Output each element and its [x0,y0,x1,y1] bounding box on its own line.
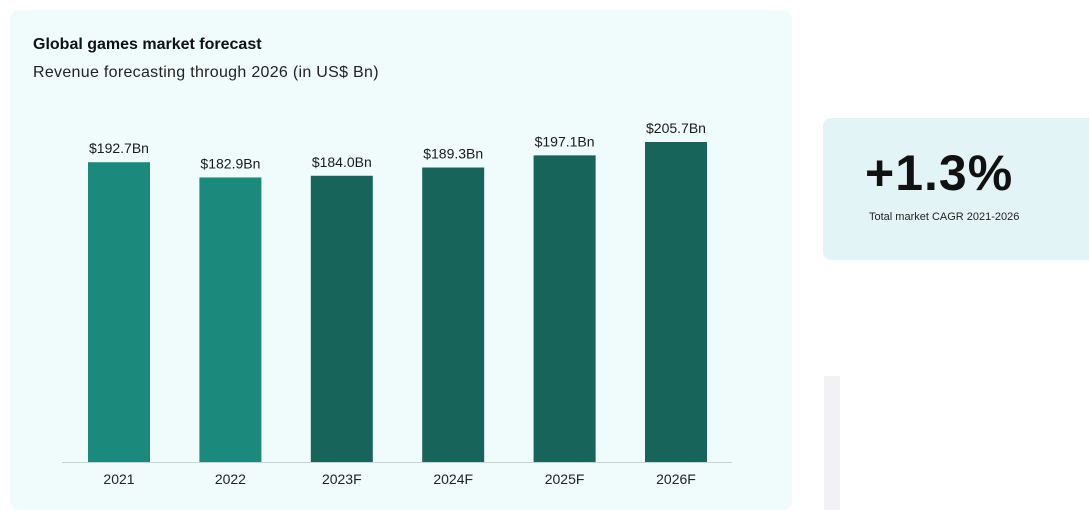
bar-2025f [533,155,596,462]
x-tick-label: 2024F [433,471,473,487]
bar-2026f [645,142,707,462]
x-tick-label: 2023F [322,471,362,487]
data-label: $197.1Bn [535,133,595,149]
cagr-card: +1.3% Total market CAGR 2021-2026 [823,118,1089,260]
bar-2023f [310,175,373,462]
side-panel-edge [824,376,840,510]
data-label: $205.7Bn [646,120,706,136]
chart-title: Global games market forecast [33,36,262,53]
bar-2022 [199,177,262,463]
chart-subtitle: Revenue forecasting through 2026 (in US$… [33,64,379,81]
cagr-value: +1.3% [865,145,1014,201]
data-label: $184.0Bn [312,154,372,170]
bar-2024f [422,167,485,462]
bar-chart: $192.7Bn 2021 $182.9Bn 2022 $184.0Bn 2023F $18… [62,120,732,487]
cagr-caption: Total market CAGR 2021-2026 [869,211,1020,223]
data-label: $189.3Bn [423,146,483,162]
x-tick-label: 2026F [656,471,696,487]
bar-2021 [88,162,150,462]
data-label: $192.7Bn [89,140,149,156]
x-tick-label: 2021 [103,471,134,487]
x-tick-label: 2025F [545,471,585,487]
x-tick-label: 2022 [215,471,246,487]
data-label: $182.9Bn [200,155,260,171]
